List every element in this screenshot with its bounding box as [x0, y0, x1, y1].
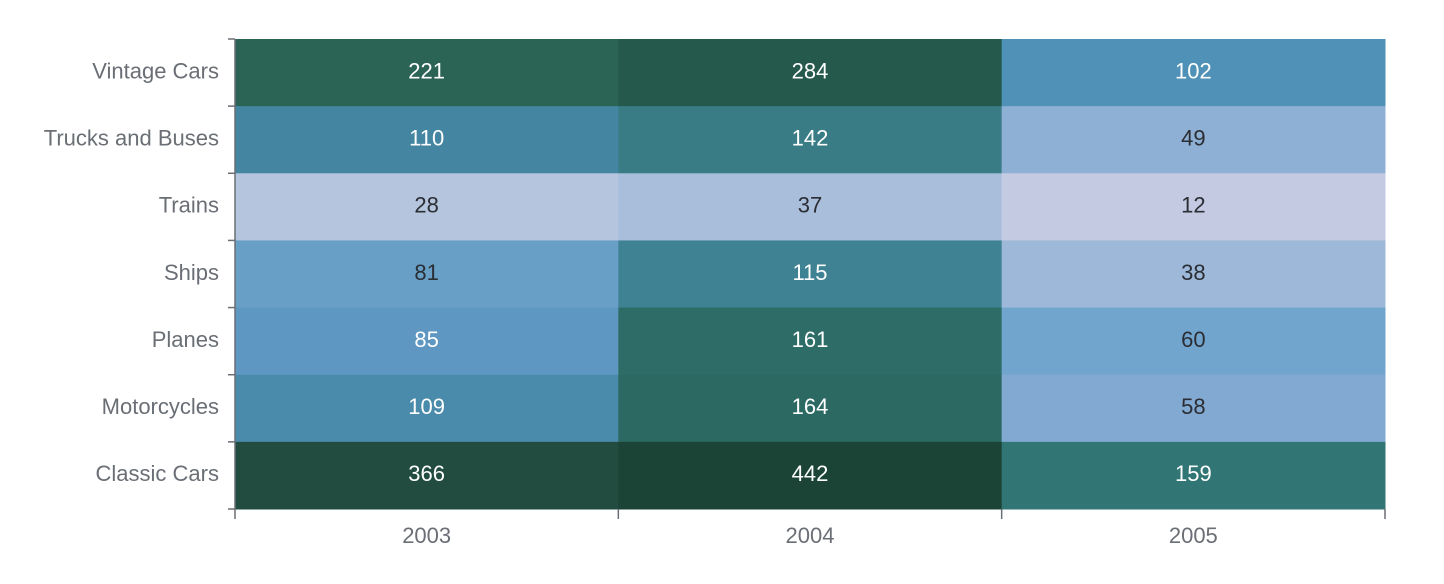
- heatmap-cell-labels: 221 284 102 110 142 49 28 37 12 81 115 38 85 161 60 109…: [408, 58, 1211, 486]
- x-axis-tick-label: 2003: [402, 523, 451, 548]
- heatmap-cell: [235, 441, 619, 510]
- heatmap-cell: [618, 240, 1003, 309]
- heatmap-cell: [618, 307, 1003, 376]
- heatmap-cell-label: 60: [1181, 327, 1205, 352]
- heatmap-cell-label: 221: [408, 58, 445, 83]
- heatmap-cell: [235, 39, 619, 107]
- x-axis: 2003 2004 2005: [234, 509, 1386, 548]
- heatmap-cell: [1001, 240, 1386, 309]
- heatmap-cell: [235, 307, 619, 376]
- heatmap-cell-label: 442: [792, 461, 829, 486]
- heatmap-cell: [1001, 106, 1386, 174]
- heatmap-cell-label: 81: [414, 260, 438, 285]
- heatmap-cell-label: 159: [1175, 461, 1212, 486]
- heatmap-cells: [235, 39, 1386, 510]
- heatmap-cell-label: 366: [408, 461, 445, 486]
- y-axis-tick-label: Planes: [152, 327, 219, 352]
- y-axis-tick-label: Trains: [159, 193, 219, 218]
- heatmap-cell-label: 284: [792, 58, 829, 83]
- heatmap-cell: [235, 106, 619, 174]
- heatmap-cell-label: 109: [408, 394, 445, 419]
- heatmap-cell-label: 85: [414, 327, 438, 352]
- heatmap-cell: [618, 441, 1003, 510]
- x-axis-tick-label: 2005: [1169, 523, 1218, 548]
- heatmap-cell: [618, 106, 1003, 174]
- heatmap-cell-label: 102: [1175, 58, 1212, 83]
- heatmap-cell: [1001, 39, 1386, 107]
- y-axis-tick-label: Ships: [164, 260, 219, 285]
- heatmap-cell: [1001, 173, 1386, 241]
- heatmap-cell-label: 28: [414, 193, 438, 218]
- y-axis-tick-label: Classic Cars: [96, 461, 219, 486]
- heatmap-cell: [1001, 441, 1386, 510]
- heatmap-cell: [618, 39, 1003, 107]
- x-axis-tick-label: 2004: [786, 523, 835, 548]
- y-axis-tick-label: Vintage Cars: [92, 58, 219, 83]
- heatmap-cell: [1001, 307, 1386, 376]
- heatmap-cell: [1001, 374, 1386, 443]
- heatmap-cell: [235, 374, 619, 443]
- heatmap-cell-label: 115: [792, 260, 827, 285]
- y-axis-tick-label: Motorcycles: [102, 394, 219, 419]
- heatmap-cell: [618, 374, 1003, 443]
- heatmap-cell-label: 110: [409, 126, 444, 151]
- heatmap-cell: [618, 173, 1003, 241]
- heatmap-cell-label: 37: [798, 193, 822, 218]
- heatmap-cell: [235, 173, 619, 241]
- heatmap-cell-label: 12: [1181, 193, 1205, 218]
- y-axis-tick-label: Trucks and Buses: [44, 126, 219, 151]
- heatmap-cell-label: 58: [1181, 394, 1205, 419]
- y-axis: Vintage Cars Trucks and Buses Trains Ships P…: [44, 38, 236, 510]
- heatmap-cell-label: 49: [1181, 126, 1205, 151]
- heatmap-cell-label: 164: [792, 394, 829, 419]
- heatmap-cell-label: 161: [792, 327, 829, 352]
- heatmap-cell-label: 38: [1181, 260, 1205, 285]
- heatmap-cell-label: 142: [792, 126, 829, 151]
- heatmap-cell: [235, 240, 619, 309]
